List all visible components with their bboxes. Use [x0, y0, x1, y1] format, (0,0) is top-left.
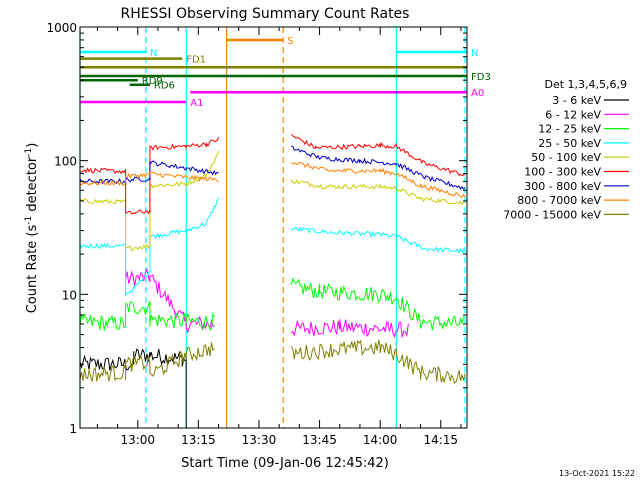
plot-frame: [79, 26, 468, 429]
y-tick-label: 1000: [46, 21, 77, 35]
flag-label-8: A0: [471, 88, 484, 99]
legend-label-7: 800 - 7000 keV: [517, 194, 601, 207]
legend-label-4: 50 - 100 keV: [531, 151, 601, 164]
y-tick-label: 10: [62, 288, 77, 302]
legend-label-1: 6 - 12 keV: [545, 108, 601, 121]
flag-label-2: N: [471, 48, 478, 59]
series-line-6: [79, 145, 466, 191]
y-axis-label: Count Rate (s-1 detector-1): [24, 143, 40, 314]
series-line-8: [79, 339, 466, 384]
x-axis-label: Start Time (09-Jan-06 12:45:42): [181, 456, 389, 471]
series-line-1: [125, 267, 409, 339]
legend-label-3: 25 - 50 keV: [538, 137, 601, 150]
series-line-5: [79, 134, 466, 215]
series-line-4: [79, 150, 466, 251]
y-tick-label: 100: [54, 155, 77, 169]
legend-label-5: 100 - 300 keV: [524, 166, 601, 179]
series-line-2: [79, 277, 466, 331]
x-tick-label: 14:00: [363, 433, 398, 447]
plot-data-area: [79, 27, 466, 428]
flag-label-9: A1: [190, 98, 203, 109]
timestamp: 13-Oct-2021 15:22: [559, 469, 635, 478]
x-tick-label: 14:15: [423, 433, 458, 447]
x-tick-label: 13:00: [120, 433, 155, 447]
x-tick-label: 13:30: [242, 433, 277, 447]
flag-label-1: N: [150, 48, 157, 59]
legend-label-2: 12 - 25 keV: [538, 123, 601, 136]
x-tick-label: 13:45: [302, 433, 337, 447]
flag-label-3: FD1: [186, 55, 206, 66]
flag-label-7: RD6: [154, 81, 175, 92]
flag-label-0: S: [287, 36, 293, 47]
x-tick-label: 13:15: [181, 433, 216, 447]
legend-title: Det 1,3,4,5,6,9: [544, 78, 627, 91]
axes: 1 10 100 1000 13:00 13:15 13:30 13:45 14:00 14:15: [46, 21, 467, 447]
chart-title: RHESSI Observing Summary Count Rates: [121, 6, 410, 22]
series-line-3: [79, 197, 466, 297]
flag-label-5: FD3: [471, 72, 491, 83]
legend-label-6: 300 - 800 keV: [524, 180, 601, 193]
legend-label-8: 7000 - 15000 keV: [503, 208, 601, 221]
legend-label-0: 3 - 6 keV: [552, 94, 601, 107]
flag-label-6: RD9: [142, 76, 163, 87]
series-line-7: [79, 162, 466, 199]
y-tick-label: 1: [69, 422, 77, 436]
